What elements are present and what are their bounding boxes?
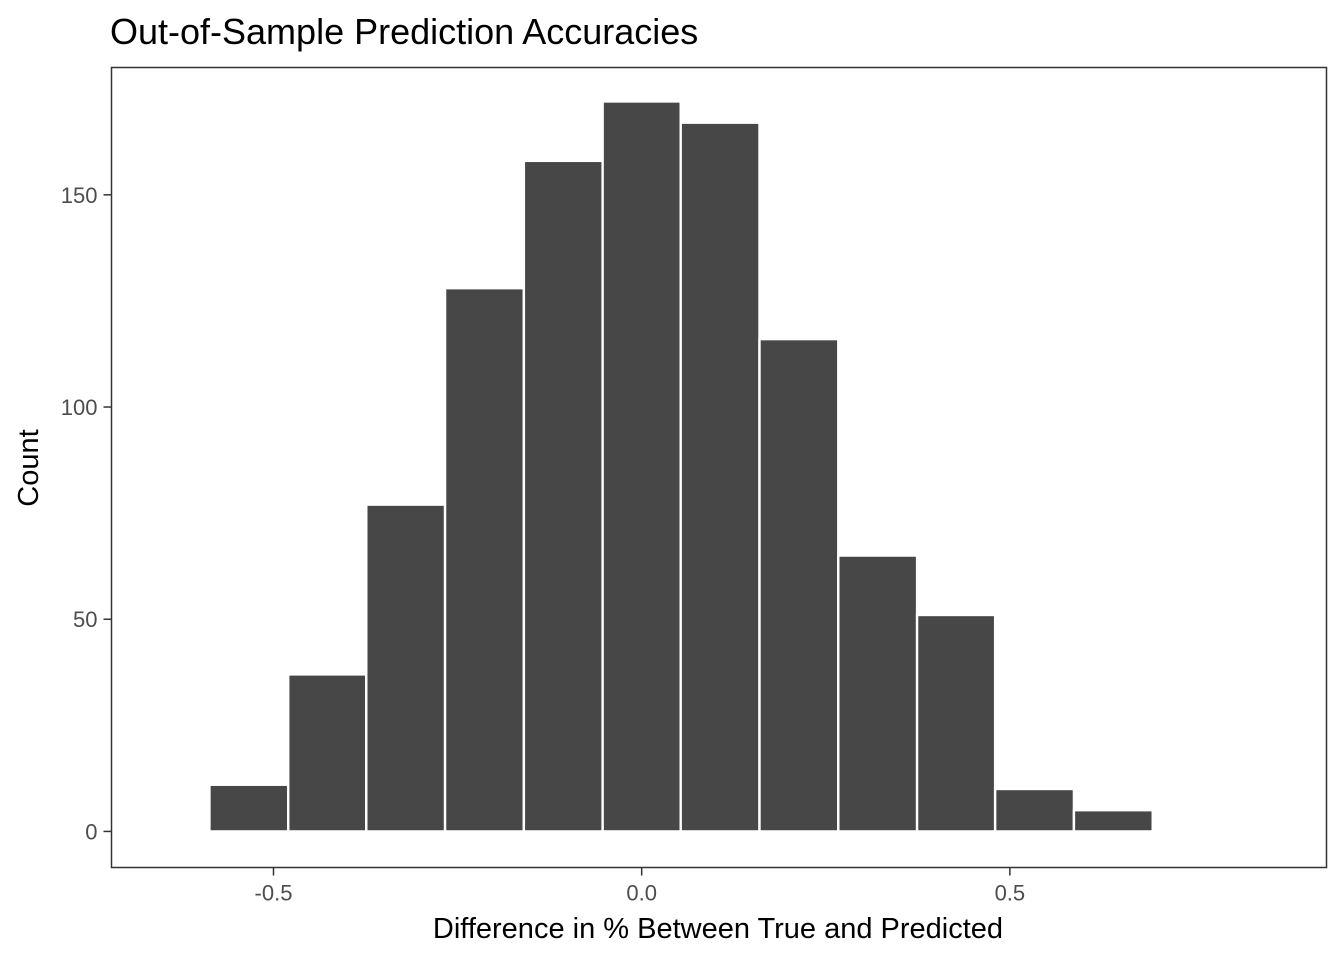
histogram-bar xyxy=(679,121,761,833)
histogram-bars xyxy=(208,100,1154,833)
x-tick-label: 0.0 xyxy=(626,881,657,906)
histogram-bar xyxy=(287,673,368,833)
x-tick-label: -0.5 xyxy=(255,881,293,906)
histogram-bar xyxy=(915,613,997,833)
histogram-bar xyxy=(837,554,919,833)
histogram-bar xyxy=(1072,809,1154,833)
chart-title: Out-of-Sample Prediction Accuracies xyxy=(110,11,698,52)
x-axis-title: Difference in % Between True and Predict… xyxy=(433,913,1003,945)
histogram-bar xyxy=(993,787,1076,833)
y-axis-title: Count xyxy=(13,429,45,506)
y-tick-label: 150 xyxy=(61,183,98,208)
y-tick-label: 0 xyxy=(85,819,97,844)
histogram-bar xyxy=(601,100,682,833)
y-tick-label: 100 xyxy=(61,395,98,420)
x-tick-label: 0.5 xyxy=(995,881,1026,906)
y-axis: 0 50 100 150 xyxy=(61,183,112,844)
histogram-bar xyxy=(365,503,447,833)
histogram-bar xyxy=(208,783,290,833)
x-axis: -0.5 0.0 0.5 xyxy=(255,867,1026,906)
y-tick-label: 50 xyxy=(73,607,97,632)
histogram-bar xyxy=(758,337,840,833)
histogram-bar xyxy=(522,159,604,833)
histogram-bar xyxy=(443,286,526,833)
